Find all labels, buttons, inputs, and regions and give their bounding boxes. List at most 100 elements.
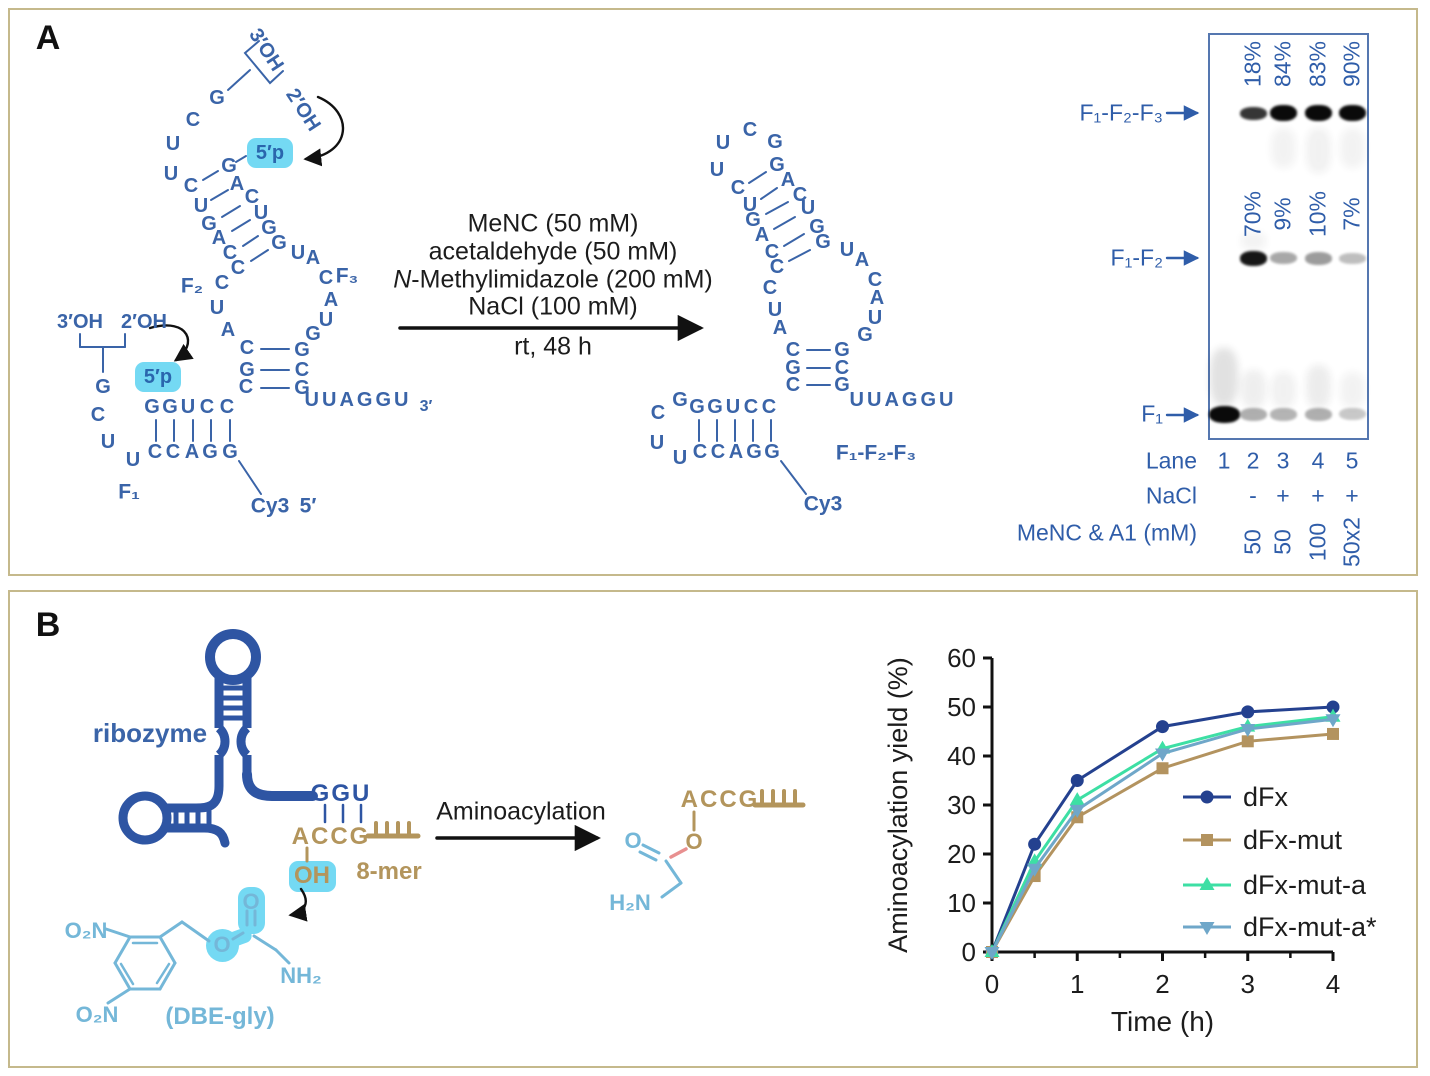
gel-percent-label: 90% — [1338, 40, 1365, 88]
rna-letter: U — [163, 163, 179, 185]
chem-atom-label: O — [685, 829, 703, 854]
gel-band — [1239, 106, 1267, 120]
rna-letter: G — [745, 209, 761, 231]
gel-table-value: 2 — [1246, 447, 1260, 474]
gel-band — [1239, 250, 1267, 266]
highlight-box — [135, 362, 181, 392]
chem-atom-label: H₂N — [609, 890, 651, 915]
gel-band — [1338, 252, 1366, 264]
rna-letter: G — [707, 396, 723, 418]
chem-atom-label: NH₂ — [280, 963, 322, 988]
gel-smear — [1241, 370, 1266, 408]
chart-text: 50 — [947, 692, 976, 722]
phosphate-5p-label: 5′p — [143, 366, 173, 388]
gel-band — [1239, 407, 1267, 421]
gel-table-value: + — [1276, 482, 1290, 509]
fragment-label: F₁-F₂-F₃ — [835, 441, 917, 465]
gel-table-row-label: MeNC & A1 (mM) — [1016, 519, 1197, 546]
chem-atom-label: O₂N — [64, 918, 108, 943]
rna-letter: U — [767, 299, 783, 321]
panel-label: A — [35, 19, 61, 57]
rna-letter: G — [144, 396, 160, 418]
chem-atom-label: O — [624, 828, 642, 853]
rna-letter: U — [867, 307, 883, 329]
rna-letter: C — [692, 441, 708, 463]
chem-atom-label: O — [213, 932, 231, 957]
highlight-box — [238, 887, 265, 934]
gel-table-value: 100 — [1304, 522, 1331, 562]
gel-smear — [1241, 232, 1266, 250]
rna-letter: C — [219, 396, 235, 418]
rna-letter: G — [271, 232, 287, 254]
highlight-box — [289, 861, 336, 892]
fragment-label: Cy3 — [250, 494, 290, 518]
rna-letter: G — [261, 217, 277, 239]
rna-letter: G — [294, 377, 310, 399]
rna-letter: G — [222, 441, 238, 463]
rna-letter: C — [230, 257, 246, 279]
sequence-ggu: GGU — [310, 780, 372, 807]
rna-letter: C — [730, 177, 746, 199]
rna-letter: A — [220, 319, 236, 341]
gel-percent-label: 18% — [1239, 40, 1266, 88]
chart-text: 20 — [947, 839, 976, 869]
rna-letter: G — [201, 213, 217, 235]
phosphate-5p-label: 5′p — [255, 142, 285, 164]
highlight-box — [247, 138, 293, 168]
rna-letter: A — [780, 169, 796, 191]
fragment-label: 5′ — [299, 494, 317, 518]
rna-letter: G — [672, 389, 688, 411]
rna-letter: C — [764, 241, 780, 263]
sequence-8mer: 8-mer — [356, 858, 422, 885]
rna-letter: A — [754, 224, 770, 246]
chart-text: 2 — [1155, 969, 1169, 999]
rna-letter: U — [318, 309, 334, 331]
gel-image-frame — [1208, 33, 1369, 440]
chart-text: Time (h) — [1111, 1006, 1214, 1037]
rna-letter: G — [767, 131, 783, 153]
gel-band — [1208, 405, 1240, 423]
condition-text: N-Methylimidazole (200 mM) — [393, 265, 713, 294]
rna-letter: G — [769, 154, 785, 176]
chart-text: 4 — [1326, 969, 1340, 999]
gel-smear — [1340, 372, 1365, 408]
fragment-label: F₃ — [335, 264, 359, 288]
rna-letter: A — [229, 173, 245, 195]
gel-band — [1304, 251, 1332, 265]
rna-letter: C — [147, 441, 163, 463]
rna-letter: U — [180, 396, 196, 418]
gel-smear — [1271, 372, 1296, 408]
rna-letter: C — [742, 119, 758, 141]
chem-atom-label: O — [242, 889, 260, 914]
rna-letter: G — [834, 339, 850, 361]
gel-smear — [1306, 365, 1331, 408]
rna-letter: G — [764, 441, 780, 463]
rna-letter: C — [294, 359, 310, 381]
gel-band — [1338, 105, 1366, 121]
rna-letter: U — [672, 447, 688, 469]
rna-letter: G — [746, 441, 762, 463]
rna-letter: G — [294, 339, 310, 361]
gel-table-value: - — [1249, 482, 1257, 509]
rna-letter: C — [710, 441, 726, 463]
rna-letter: U — [839, 239, 855, 261]
gel-band — [1304, 407, 1332, 421]
gel-percent-label: 83% — [1304, 40, 1331, 88]
rna-letter: 2′OH — [121, 311, 167, 333]
rna-letter: U — [709, 159, 725, 181]
dbe-gly-label: (DBE-gly) — [165, 1003, 275, 1030]
gel-table-value: 5 — [1345, 447, 1359, 474]
rna-letter: A — [211, 227, 227, 249]
rna-letter: 3′OH — [57, 311, 103, 333]
sequence-8mer: ACCG — [680, 786, 760, 813]
gel-percent-label: 9% — [1269, 197, 1296, 231]
rna-letter: C — [318, 267, 334, 289]
gel-table-value: 50 — [1239, 529, 1266, 555]
rna-letter: G — [815, 231, 831, 253]
rna-letter: C — [785, 374, 801, 396]
chart-text: 60 — [947, 643, 976, 673]
rna-letter: U — [649, 432, 665, 454]
rna-letter: U — [725, 396, 741, 418]
gel-percent-label: 84% — [1269, 40, 1296, 88]
